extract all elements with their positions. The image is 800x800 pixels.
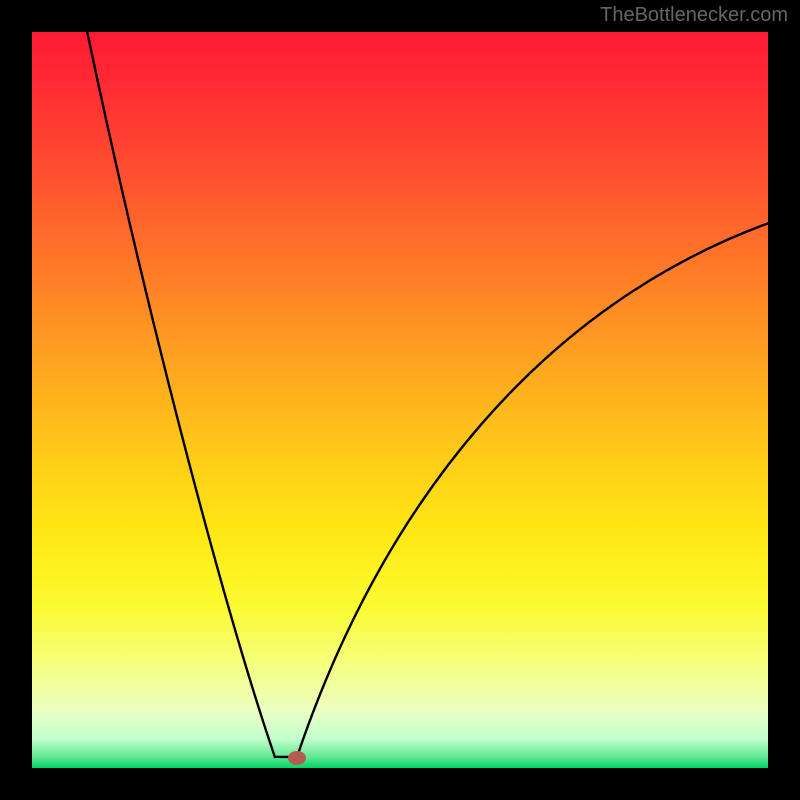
- watermark-text: TheBottlenecker.com: [600, 4, 788, 27]
- bottleneck-curve: [32, 32, 768, 768]
- plot-area: [32, 32, 768, 768]
- curve-path: [87, 32, 768, 757]
- optimal-point-marker: [288, 751, 306, 765]
